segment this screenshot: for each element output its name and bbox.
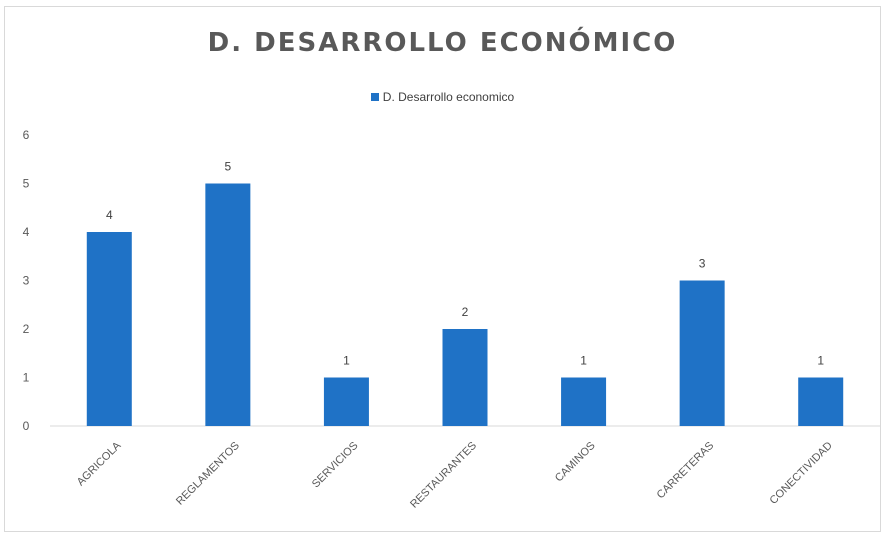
x-tick-label: CONECTIVIDAD <box>768 440 835 507</box>
x-tick-label: CAMINOS <box>553 440 598 485</box>
data-label: 4 <box>106 208 113 222</box>
data-label: 1 <box>343 354 350 368</box>
bar <box>86 232 132 426</box>
legend-label: D. Desarrollo economico <box>382 90 515 104</box>
x-tick-label: AGRICOLA <box>75 439 124 488</box>
y-tick-label: 4 <box>23 225 30 239</box>
x-tick-label: REGLAMENTOS <box>174 440 242 508</box>
x-axis: AGRICOLA REGLAMENTOS SERVICIOS RESTAURANTES… <box>75 439 835 510</box>
y-axis: 0 1 2 3 4 5 6 <box>23 128 30 433</box>
legend-swatch <box>370 93 379 101</box>
bar <box>679 280 725 426</box>
chart-legend: D. Desarrollo economico <box>0 90 885 104</box>
y-tick-label: 6 <box>23 128 30 142</box>
y-tick-label: 2 <box>23 322 30 336</box>
bar <box>442 329 488 426</box>
data-label: 2 <box>462 305 469 319</box>
bar <box>323 377 369 426</box>
x-tick-label: CARRETERAS <box>655 440 717 502</box>
x-tick-label: SERVICIOS <box>310 440 361 491</box>
chart-title: D. DESARROLLO ECONÓMICO <box>207 28 678 58</box>
bar <box>205 183 251 426</box>
y-tick-label: 3 <box>23 274 30 288</box>
y-tick-label: 0 <box>23 419 30 433</box>
bar <box>798 377 844 426</box>
bar <box>561 377 607 426</box>
data-label: 3 <box>699 257 706 271</box>
y-tick-label: 5 <box>23 177 30 191</box>
data-labels: 4 5 1 2 1 3 1 <box>106 160 824 368</box>
data-label: 5 <box>225 160 232 174</box>
data-label: 1 <box>580 354 587 368</box>
y-tick-label: 1 <box>23 371 30 385</box>
bars <box>86 183 844 426</box>
chart-frame <box>4 6 881 532</box>
data-label: 1 <box>817 354 824 368</box>
x-tick-label: RESTAURANTES <box>408 440 479 511</box>
